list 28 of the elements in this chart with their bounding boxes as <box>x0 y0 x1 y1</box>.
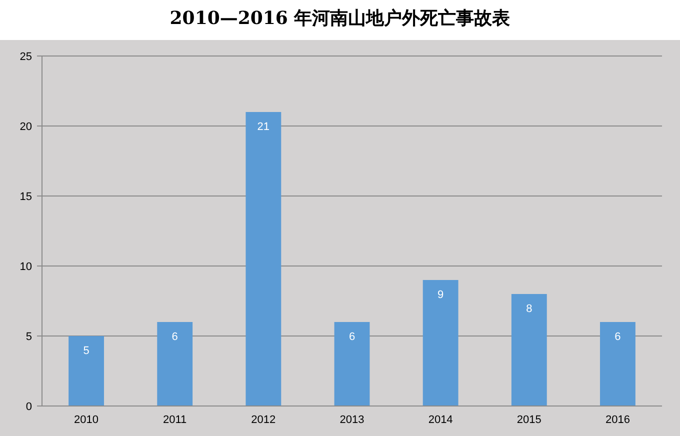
data-label: 6 <box>172 331 178 343</box>
bar <box>334 322 370 406</box>
x-tick-label: 2011 <box>163 414 187 426</box>
bar <box>511 294 547 406</box>
data-label: 21 <box>257 121 270 133</box>
x-tick-label: 2013 <box>340 414 364 426</box>
bar <box>246 112 282 406</box>
bar <box>68 336 104 406</box>
bar <box>600 322 636 406</box>
data-label: 6 <box>614 331 621 343</box>
bar <box>157 322 193 406</box>
y-tick-label: 10 <box>20 261 32 273</box>
data-label: 9 <box>438 289 444 301</box>
x-tick-label: 2010 <box>74 414 99 426</box>
y-tick-label: 5 <box>26 331 32 343</box>
y-tick-label: 20 <box>20 121 32 133</box>
y-tick-label: 15 <box>20 191 32 203</box>
bar <box>422 280 458 406</box>
x-tick-label: 2014 <box>428 414 453 426</box>
y-tick-label: 25 <box>20 51 32 63</box>
chart-title: 2010—2016 年河南山地户外死亡事故表 <box>170 8 510 29</box>
data-label: 5 <box>83 345 90 357</box>
x-tick-label: 2016 <box>605 414 630 426</box>
data-label: 6 <box>348 331 356 343</box>
x-tick-label: 2012 <box>251 414 276 426</box>
y-tick-label: 0 <box>26 401 32 413</box>
data-label: 8 <box>526 303 532 315</box>
x-tick-label: 2015 <box>516 414 542 426</box>
